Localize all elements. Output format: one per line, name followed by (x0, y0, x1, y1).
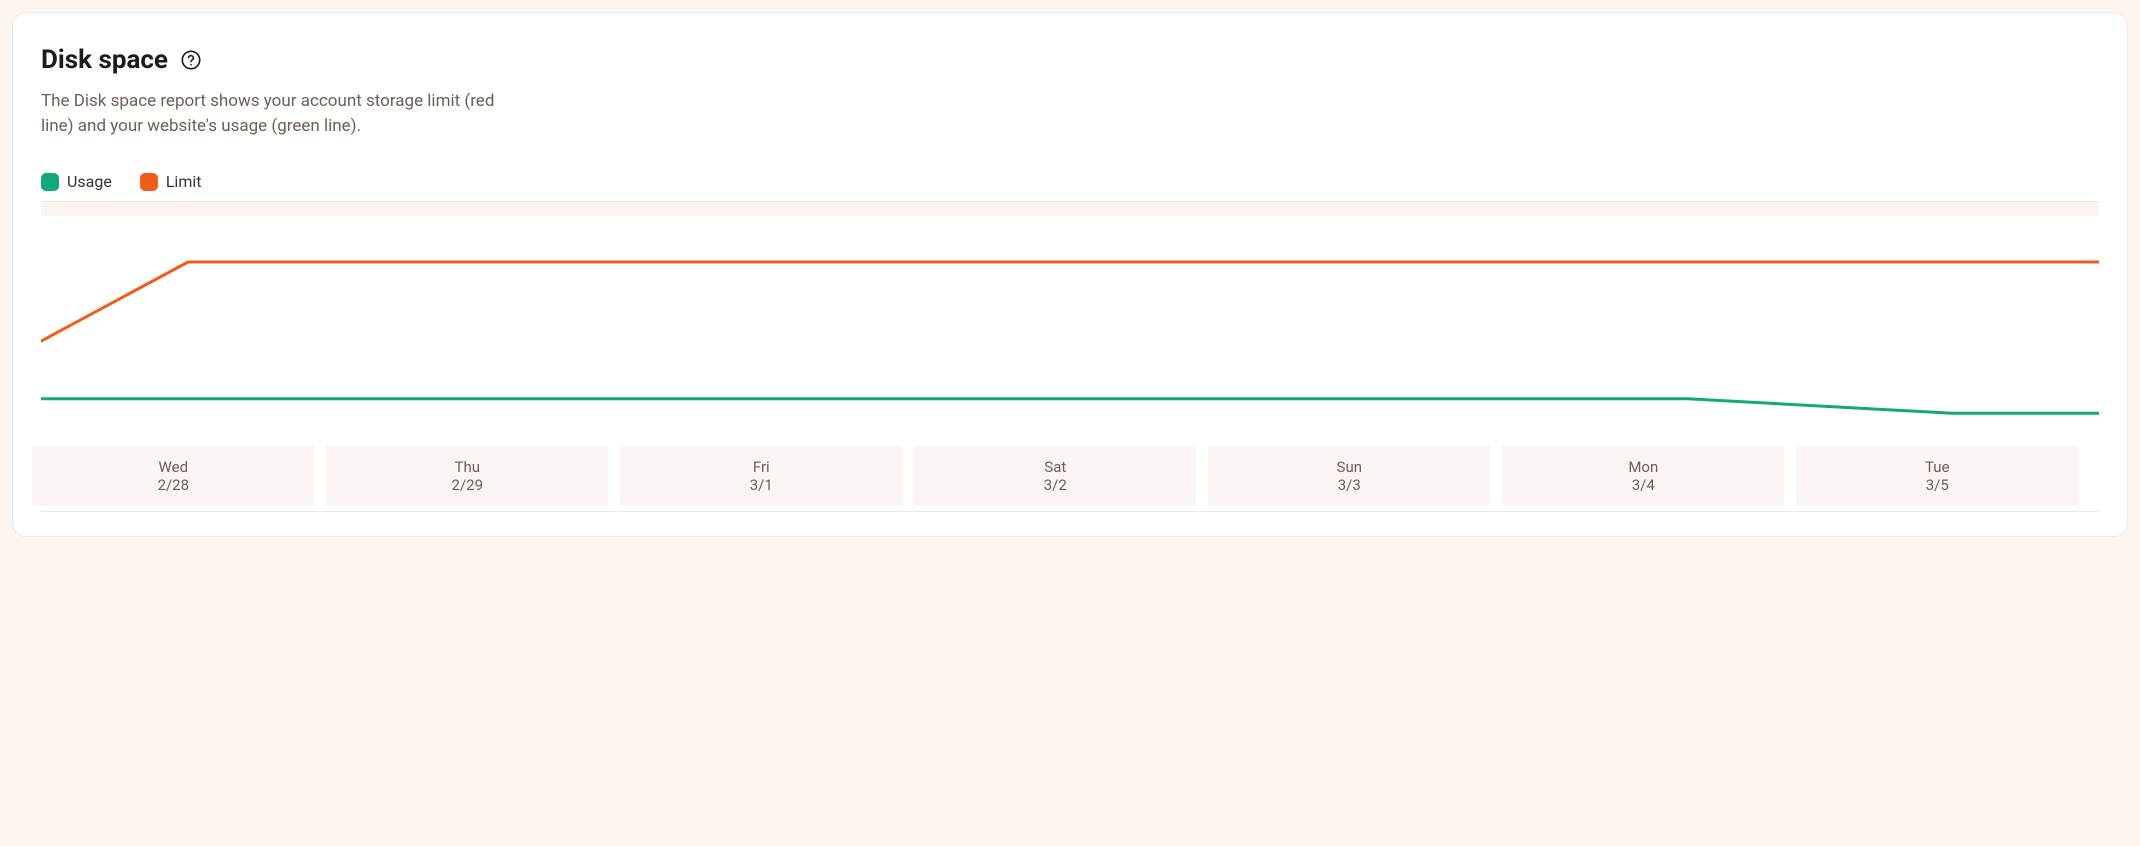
card-title: Disk space (41, 45, 168, 75)
x-axis-tick-dow: Mon (1628, 459, 1658, 476)
x-axis-tick-date: 3/1 (750, 477, 773, 494)
x-axis-tick-dow: Sun (1337, 459, 1362, 476)
x-axis-tick: Tue3/5 (1796, 446, 2078, 506)
x-axis-tick: Mon3/4 (1502, 446, 1784, 506)
chart-x-axis: Wed2/28Thu2/29Fri3/1Sat3/2Sun3/3Mon3/4Tu… (41, 442, 2099, 512)
x-axis-tick: Thu2/29 (326, 446, 608, 506)
help-icon[interactable] (180, 49, 202, 71)
legend-swatch (140, 173, 158, 191)
x-axis-tick-date: 3/2 (1044, 477, 1067, 494)
disk-space-card: Disk space The Disk space report shows y… (12, 12, 2128, 537)
x-axis-tick-dow: Tue (1925, 459, 1949, 476)
chart-svg (41, 202, 2099, 442)
x-axis-tick-dow: Fri (753, 459, 770, 476)
x-axis-tick: Sat3/2 (914, 446, 1196, 506)
legend-swatch (41, 173, 59, 191)
x-axis-tick-dow: Thu (455, 459, 480, 476)
chart-top-band (41, 202, 2099, 216)
chart: Wed2/28Thu2/29Fri3/1Sat3/2Sun3/3Mon3/4Tu… (41, 201, 2099, 512)
chart-plot-area (41, 201, 2099, 442)
x-axis-tick-date: 3/3 (1338, 477, 1361, 494)
chart-line-limit (41, 262, 2099, 341)
x-axis-tick: Sun3/3 (1208, 446, 1490, 506)
x-axis-tick-date: 2/29 (452, 477, 483, 494)
chart-line-usage (41, 399, 2099, 413)
x-axis-tick-date: 3/5 (1926, 477, 1949, 494)
x-axis-tick-dow: Sat (1044, 459, 1066, 476)
x-axis-tick: Wed2/28 (32, 446, 314, 506)
card-header: Disk space (41, 45, 2099, 75)
x-axis-tick-date: 3/4 (1632, 477, 1655, 494)
legend-label: Usage (67, 172, 112, 191)
chart-legend: Usage Limit (41, 172, 2099, 191)
legend-item[interactable]: Limit (140, 172, 202, 191)
x-axis-tick: Fri3/1 (620, 446, 902, 506)
x-axis-tick-dow: Wed (159, 459, 189, 476)
card-description: The Disk space report shows your account… (41, 89, 501, 138)
x-axis-tick-date: 2/28 (158, 477, 189, 494)
legend-item[interactable]: Usage (41, 172, 112, 191)
legend-label: Limit (166, 172, 202, 191)
